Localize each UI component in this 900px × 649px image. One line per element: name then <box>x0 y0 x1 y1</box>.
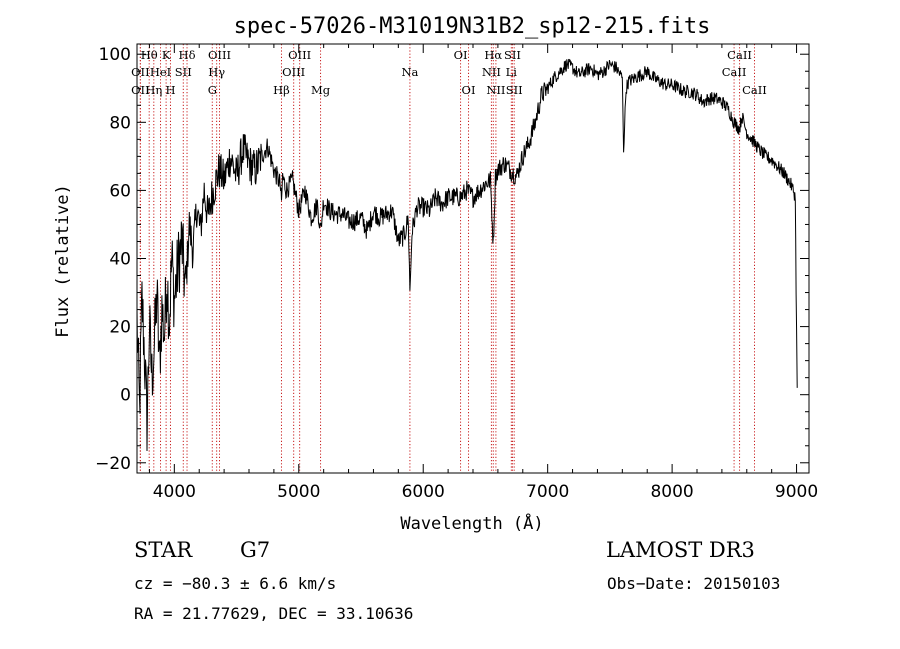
series-line-spectrum <box>136 58 798 452</box>
marker-label: CaII <box>722 65 747 79</box>
object-class: STAR <box>134 538 193 562</box>
marker-label: NII <box>482 65 501 79</box>
marker-label: H <box>165 83 175 97</box>
survey-name: LAMOST DR3 <box>606 538 755 562</box>
marker-label: Hα <box>484 48 502 62</box>
x-tick-label: 9000 <box>775 482 818 502</box>
marker-label: OII <box>131 83 150 97</box>
y-tick-label: 100 <box>99 45 131 65</box>
plot-frame <box>136 43 810 474</box>
marker-label: Hθ <box>141 48 158 62</box>
marker-label: SII <box>506 83 523 97</box>
x-tick-label: 8000 <box>650 482 693 502</box>
x-tick-label: 7000 <box>526 482 569 502</box>
x-tick-label: 6000 <box>402 482 445 502</box>
marker-label: SII <box>175 65 192 79</box>
marker-label: Li <box>506 65 518 79</box>
marker-label: SII <box>504 48 521 62</box>
marker-label: K <box>162 48 171 62</box>
series-group <box>136 58 798 452</box>
y-tick-label: 60 <box>109 181 131 201</box>
x-tick-label: 5000 <box>277 482 320 502</box>
marker-label: G <box>208 83 217 97</box>
y-tick-label: −20 <box>95 454 131 474</box>
marker-label: Mg <box>311 83 331 97</box>
marker-label: OIII <box>288 48 311 62</box>
marker-label: OIII <box>282 65 305 79</box>
marker-label: NII <box>486 83 505 97</box>
marker-label: Hβ <box>273 83 290 97</box>
x-axis-label: Wavelength (Å) <box>400 512 543 534</box>
obs-date-text: Obs−Date: 20150103 <box>607 574 781 593</box>
coordinates-text: RA = 21.77629, DEC = 33.10636 <box>134 604 414 623</box>
y-axis-label: Flux (relative) <box>53 184 73 338</box>
marker-label: CaII <box>727 48 752 62</box>
chart-title: spec-57026-M31019N31B2_sp12-215.fits <box>234 14 711 39</box>
spectral-subclass: G7 <box>240 538 271 562</box>
marker-label: OIII <box>208 48 231 62</box>
marker-label: CaII <box>742 83 767 97</box>
y-tick-label: 20 <box>109 318 131 338</box>
redshift-text: cz = −80.3 ± 6.6 km/s <box>134 574 337 593</box>
marker-label: HeI <box>150 65 171 79</box>
x-tick-label: 4000 <box>153 482 196 502</box>
axis-ticks: 4000 5000 6000 7000 8000 9000 −20 0 20 40 60 80 100 <box>95 44 818 502</box>
marker-label: Hη <box>145 83 162 97</box>
marker-label: OI <box>462 83 476 97</box>
y-tick-label: 40 <box>109 250 131 270</box>
y-tick-label: 0 <box>120 386 131 406</box>
y-tick-label: 80 <box>109 113 131 133</box>
marker-label: OII <box>131 65 150 79</box>
marker-label: OI <box>454 48 468 62</box>
marker-label: Hγ <box>208 65 225 79</box>
marker-label: Na <box>401 65 418 79</box>
line-markers <box>139 44 755 473</box>
marker-label: Hδ <box>179 48 196 62</box>
